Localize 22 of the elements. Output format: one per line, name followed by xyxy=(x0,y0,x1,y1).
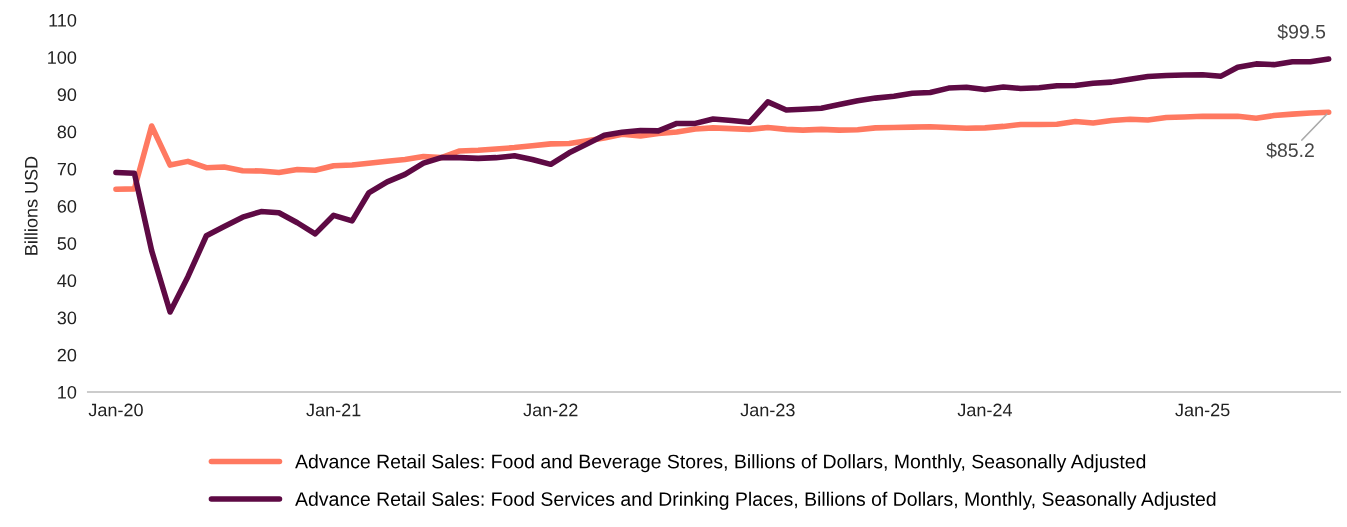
x-tick-label: Jan-24 xyxy=(957,403,1012,417)
x-tick-label: Jan-20 xyxy=(88,403,143,417)
y-tick-label: 110 xyxy=(49,13,77,27)
y-tick-label: 10 xyxy=(58,385,77,399)
y-tick-label: 90 xyxy=(57,88,77,102)
y-tick-label: 100 xyxy=(48,51,77,64)
y-tick-label: 80 xyxy=(57,125,77,139)
x-tick-label: Jan-25 xyxy=(1175,403,1230,417)
legend-label: Advance Retail Sales: Food Services and Drinking Places, Billions of Dollars, Monthly, Seasonally Adjusted xyxy=(295,491,1216,510)
annotation: $99.5 xyxy=(1277,23,1326,40)
y-tick-label: 20 xyxy=(57,348,77,362)
y-tick-label: 30 xyxy=(57,311,77,325)
x-tick-label: Jan-21 xyxy=(306,403,361,417)
annotation: $85.2 xyxy=(1266,142,1314,159)
x-tick-label: Jan-22 xyxy=(523,403,578,417)
y-axis-title: Billions USD xyxy=(24,156,38,255)
x-tick-label: Jan-23 xyxy=(740,403,795,417)
y-tick-label: 60 xyxy=(57,199,77,213)
y-tick-label: 50 xyxy=(57,237,77,250)
y-tick-label: 40 xyxy=(57,274,77,288)
legend-label: Advance Retail Sales: Food and Beverage Stores, Billions of Dollars, Monthly, Seasonally Adjusted xyxy=(295,454,1146,473)
y-tick-label: 70 xyxy=(57,162,77,176)
